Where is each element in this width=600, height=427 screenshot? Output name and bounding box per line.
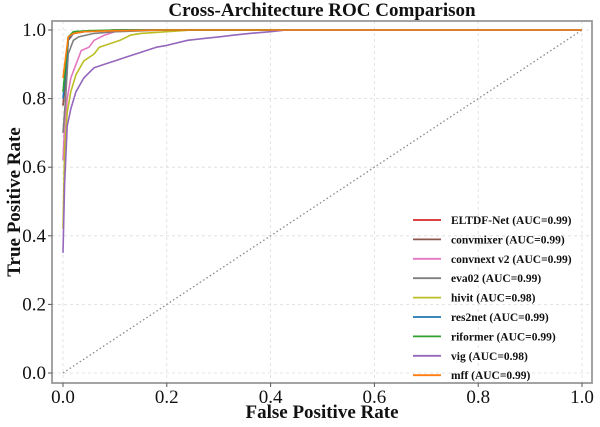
chart-title: Cross-Architecture ROC Comparison [168,0,476,21]
legend-label: ELTDF-Net (AUC=0.99) [451,215,572,227]
y-tick-label: 1.0 [22,20,46,41]
legend-item: mff (AUC=0.99) [413,370,531,382]
plot-frame [51,20,593,384]
y-tick-label: 0.0 [22,363,46,384]
legend-label: convnext v2 (AUC=0.99) [451,254,572,266]
y-axis-ticks: 0.0 0.2 0.4 0.6 0.8 1.0 [22,20,52,384]
y-tick-label: 0.2 [22,294,46,315]
legend-label: mff (AUC=0.99) [451,370,531,382]
x-tick-label: 0.2 [155,387,179,408]
legend-label: hivit (AUC=0.98) [451,293,536,305]
x-tick-label: 1.0 [570,387,594,408]
legend-item: eva02 (AUC=0.99) [413,273,541,285]
x-tick-label: 0.4 [259,387,283,408]
x-axis-label: False Positive Rate [245,402,398,423]
x-tick-label: 0.0 [51,387,75,408]
legend-label: eva02 (AUC=0.99) [451,273,541,285]
legend-label: vig (AUC=0.98) [451,351,528,363]
y-tick-label: 0.4 [22,226,46,247]
grid [52,21,592,383]
legend-label: convmixer (AUC=0.99) [451,234,565,246]
legend-label: riformer (AUC=0.99) [451,331,556,343]
roc-curve-res2net [62,29,582,99]
legend-label: res2net (AUC=0.99) [451,312,549,324]
roc-curve-convmixer [62,29,582,106]
legend: ELTDF-Net (AUC=0.99) convmixer (AUC=0.99)… [413,215,572,382]
legend-item: convnext v2 (AUC=0.99) [413,254,572,266]
y-axis-label: True Positive Rate [4,127,25,277]
legend-item: ELTDF-Net (AUC=0.99) [413,215,572,227]
x-tick-label: 0.8 [466,387,490,408]
roc-curve-eltdf-net [62,29,582,106]
x-tick-label: 0.6 [363,387,387,408]
legend-item: convmixer (AUC=0.99) [413,234,565,246]
roc-curve-riformer [62,29,582,92]
roc-curve-vig [62,29,582,253]
legend-item: vig (AUC=0.98) [413,351,528,363]
roc-curve-mff [62,29,582,79]
legend-item: riformer (AUC=0.99) [413,331,556,343]
legend-item: hivit (AUC=0.98) [413,293,536,305]
legend-item: res2net (AUC=0.99) [413,312,549,324]
x-axis-ticks: 0.0 0.2 0.4 0.6 0.8 1.0 [51,383,594,408]
y-tick-label: 0.8 [22,89,46,110]
roc-curve-convnext-v2 [62,29,582,161]
series-layer [62,29,582,253]
y-tick-label: 0.6 [22,157,46,178]
roc-curve-hivit [62,29,582,229]
